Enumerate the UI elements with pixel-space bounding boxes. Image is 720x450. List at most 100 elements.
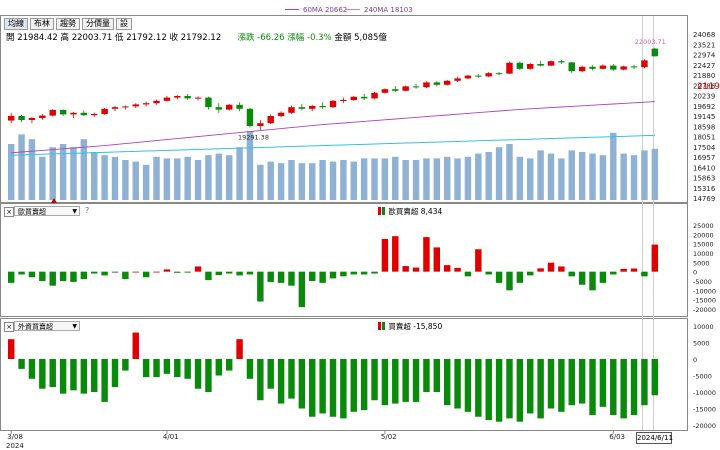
- foreign-panel-frame: [0, 203, 688, 317]
- price-axis-tick-label: 24068: [693, 31, 715, 39]
- close-label: 收: [169, 33, 178, 43]
- price-axis-tick-label: 23521: [693, 41, 715, 49]
- volume-bar: [641, 150, 648, 200]
- volume-bar: [205, 155, 212, 200]
- ma60-legend: 60MA 20662: [285, 6, 347, 14]
- foreign-panel-close-button[interactable]: ×: [4, 207, 14, 217]
- indicator-bar: [340, 359, 347, 419]
- indicator-bar: [630, 359, 638, 416]
- volume-bar: [651, 148, 659, 200]
- indicator-bar: [267, 271, 274, 282]
- price-axis-tick-label: 16410: [693, 164, 715, 172]
- candle-body: [485, 73, 492, 77]
- volume-bar: [39, 156, 46, 200]
- x-axis-tick-label: 5/02: [381, 433, 397, 441]
- indicator-bar: [537, 268, 544, 272]
- volume-bar: [402, 160, 409, 200]
- low-label: 低: [114, 33, 124, 43]
- candle-body: [412, 86, 420, 88]
- indicator-bar: [527, 271, 534, 276]
- indicator-bar: [205, 271, 212, 281]
- candle-body: [122, 106, 129, 108]
- volume-bar: [475, 153, 482, 200]
- indicator-bar: [39, 359, 46, 389]
- pct-label: 漲幅: [287, 33, 305, 43]
- indicator-bar: [360, 359, 368, 411]
- candle-body: [174, 96, 181, 98]
- indicator-bar: [558, 266, 565, 272]
- candle-body: [80, 112, 88, 116]
- candle-body: [381, 89, 389, 93]
- volume-bar: [236, 147, 243, 200]
- volume-bars: [7, 131, 659, 200]
- trust-indicator-select[interactable]: 外資買賣超 ▼: [14, 321, 80, 331]
- volume-bar: [7, 144, 15, 200]
- volume-bar: [392, 156, 399, 200]
- volume-bar: [163, 158, 171, 200]
- indicator-bar: [122, 359, 129, 371]
- price-axis-tick-label: 14769: [693, 195, 715, 203]
- volume-bar: [70, 147, 77, 200]
- indicator-bar: [402, 359, 409, 402]
- volume-ma-line: [11, 134, 655, 156]
- indicator-bar: [371, 271, 378, 274]
- indicator-bar: [360, 271, 368, 275]
- volume-bar: [547, 153, 555, 200]
- amount-label: 金額: [334, 33, 352, 43]
- indicator-bar: [18, 271, 25, 275]
- ma240-legend-swatch: [346, 9, 360, 10]
- indicator-bar: [277, 359, 285, 404]
- indicator-bar: [309, 359, 316, 417]
- volume-bar: [433, 158, 441, 200]
- volume-bar: [111, 156, 119, 200]
- candle-body: [475, 75, 482, 77]
- candle-body: [163, 97, 171, 101]
- indicator-bar: [267, 359, 274, 389]
- candle-body: [288, 107, 295, 113]
- tab-ma[interactable]: 均線: [4, 18, 28, 30]
- foreign-indicator-select[interactable]: 歐買賣超 ▼: [14, 206, 80, 216]
- indicator-bar: [578, 271, 586, 285]
- volume-bar: [340, 160, 347, 200]
- indicator-bar: [298, 271, 306, 308]
- volume-bar: [423, 158, 430, 200]
- x-axis: 3/08 4/01 5/02 6/03 2024: [6, 430, 625, 450]
- indicator-bar: [236, 339, 243, 359]
- volume-bar: [454, 158, 461, 200]
- indicator-bar: [620, 359, 627, 419]
- indicator-bar: [464, 359, 472, 412]
- candle-body: [558, 61, 565, 63]
- indicator-bar: [49, 271, 56, 286]
- candle-body: [423, 82, 430, 88]
- axis-tick-label: 15000: [693, 241, 714, 249]
- axis-tick-label: 10000: [693, 250, 714, 258]
- indicator-bar: [537, 359, 544, 419]
- volume-bar: [527, 158, 534, 200]
- high-annotation: 22003.71: [635, 38, 666, 46]
- volume-bar: [412, 160, 420, 200]
- help-icon[interactable]: ?: [85, 206, 90, 215]
- indicator-bar: [423, 237, 430, 272]
- indicator-bar: [329, 271, 337, 279]
- indicator-bar: [578, 359, 586, 404]
- trust-panel-close-button[interactable]: ×: [4, 322, 14, 332]
- x-axis-year-label: 2024: [6, 442, 24, 450]
- volume-bar: [80, 139, 88, 200]
- axis-tick-label: -15000: [693, 297, 716, 305]
- volume-bar: [101, 155, 108, 200]
- trust-legend-swatch-up: [378, 322, 381, 330]
- price-panel-frame: [0, 15, 688, 203]
- tab-settings[interactable]: 設: [116, 18, 132, 30]
- axis-tick-label: 20000: [693, 231, 714, 239]
- price-axis-tick-label: 22974: [693, 52, 716, 60]
- low-annotation: 19291.38: [238, 134, 269, 142]
- volume-bar: [91, 152, 98, 200]
- tab-bollinger[interactable]: 布林: [30, 18, 54, 30]
- volume-bar: [142, 164, 150, 200]
- candle-body: [506, 62, 513, 74]
- indicator-tabs: 均線 布林 趨勢 分價量 設: [4, 18, 132, 30]
- tab-trend[interactable]: 趨勢: [56, 18, 80, 30]
- volume-bar: [329, 161, 337, 200]
- tab-volume-profile[interactable]: 分價量: [82, 18, 114, 30]
